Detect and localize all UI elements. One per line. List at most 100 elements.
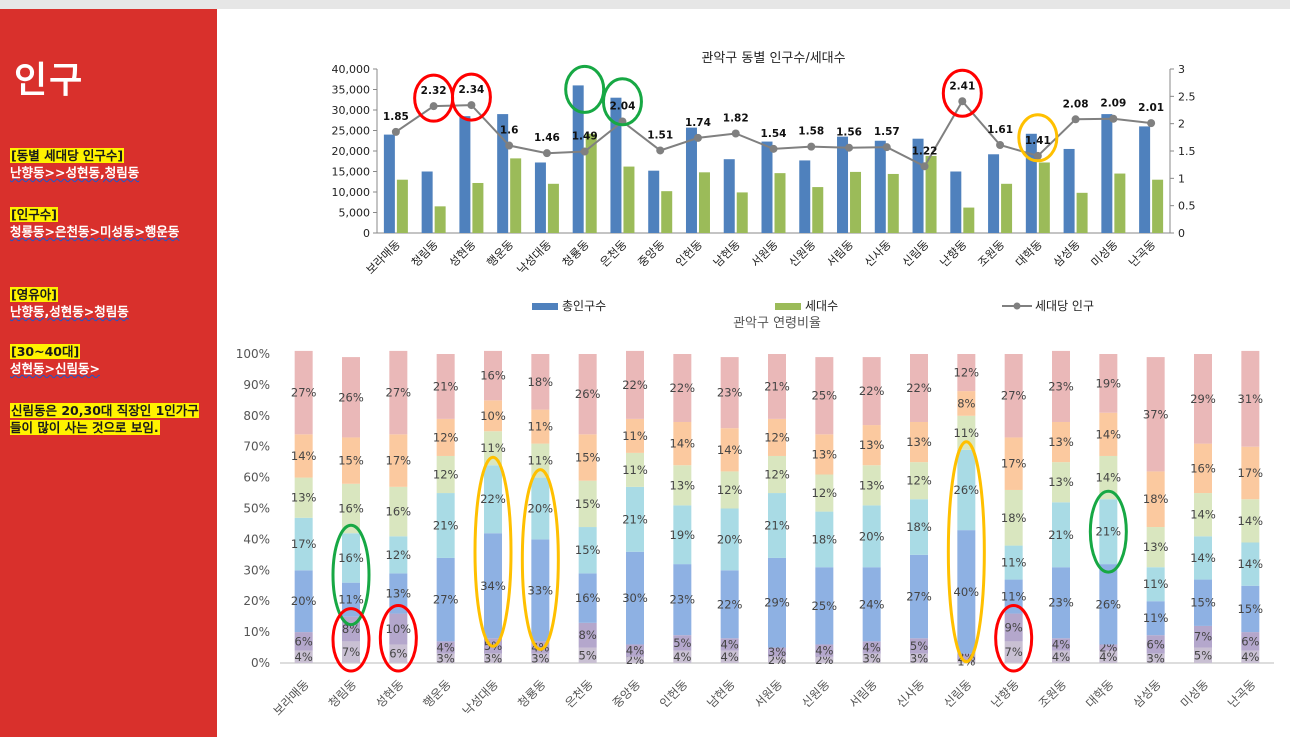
chart2-segment-label: 18% xyxy=(812,532,838,546)
chart2-segment-label: 18% xyxy=(1001,511,1027,525)
chart2-segment xyxy=(720,650,739,663)
chart1-legend-swatch-household xyxy=(775,303,801,310)
chart1-ratio-label: 1.41 xyxy=(1025,135,1051,147)
chart1-legend-swatch-population xyxy=(532,303,558,310)
chart2-segment xyxy=(957,653,976,660)
chart1-highlight-circle xyxy=(941,68,983,118)
chart1-y-tick-label: 25,000 xyxy=(332,125,371,138)
chart2-segment-label: 22% xyxy=(717,597,743,611)
chart2-x-tick-label: 행운동 xyxy=(420,677,454,711)
chart1-bar-household xyxy=(812,187,824,233)
chart1-ratio-point xyxy=(920,162,929,171)
chart2-segment xyxy=(436,455,455,494)
chart2-segment-label: 14% xyxy=(1096,427,1122,441)
chart2-segment-label: 18% xyxy=(1143,492,1169,506)
chart-area: 관악구 동별 인구수/세대수05,00010,00015,00020,00025… xyxy=(236,51,1274,718)
chart2-segment-label: 14% xyxy=(1238,514,1264,528)
chart2-x-tick-label: 난곡동 xyxy=(1225,677,1258,710)
chart1-ratio-point xyxy=(656,146,665,155)
chart1-x-tick-label: 난곡동 xyxy=(1126,237,1158,269)
chart2-segment-label: 8% xyxy=(579,628,597,642)
chart2-y-tick-label: 60% xyxy=(243,471,270,485)
chart2-segment xyxy=(484,653,502,663)
chart2-segment xyxy=(815,656,834,663)
chart2-segment xyxy=(1099,412,1118,456)
chart1-legend-label: 세대수 xyxy=(805,299,838,313)
chart2-segment-label: 12% xyxy=(954,366,980,380)
chart1-x-tick-label: 행운동 xyxy=(484,237,516,269)
chart2-segment xyxy=(436,493,455,558)
chart2-segment xyxy=(720,428,739,472)
chart1-ratio-point xyxy=(882,143,891,152)
chart1-x-tick-label: 서림동 xyxy=(824,237,856,269)
chart1-bar-population xyxy=(912,138,924,233)
chart2-segment xyxy=(673,650,692,663)
chart2-segment-label: 6% xyxy=(389,647,407,661)
chart2-segment-label: 14% xyxy=(1238,557,1264,571)
chart1-bar-household xyxy=(887,173,899,233)
chart1-bar-household xyxy=(623,166,635,233)
chart2-highlight-circle xyxy=(473,455,513,648)
chart2-segment xyxy=(578,647,597,663)
chart1-bar-household xyxy=(698,172,710,233)
chart1-title: 관악구 동별 인구수/세대수 xyxy=(701,51,845,66)
chart2-segment xyxy=(768,354,786,419)
chart2-segment xyxy=(342,357,360,438)
chart2-highlight-circle xyxy=(378,604,418,673)
chart1-ratio-point xyxy=(542,149,551,158)
chart2-segment xyxy=(626,452,644,487)
chart2-segment-label: 22% xyxy=(859,384,885,398)
chart2-segment-label: 6% xyxy=(1241,634,1259,648)
chart2-segment-label: 6% xyxy=(295,634,313,648)
chart2-segment-label: 21% xyxy=(433,518,459,532)
chart2-segment-label: 8% xyxy=(342,622,360,636)
note-body: 청룡동>은천동>미성동>행운동 xyxy=(10,224,180,239)
chart1-y2-tick-label: 2 xyxy=(1178,118,1185,131)
chart2-segment-label: 4% xyxy=(295,650,313,664)
chart2-segment xyxy=(1194,493,1212,537)
chart1-ratio-label: 1.54 xyxy=(761,128,787,140)
chart2-segment xyxy=(910,653,928,663)
chart2-segment-label: 14% xyxy=(670,437,696,451)
chart2-segment-label: 4% xyxy=(1241,650,1259,664)
chart2-segment-label: 13% xyxy=(859,438,885,452)
chart1-ratio-label: 2.01 xyxy=(1138,102,1164,114)
chart2-x-tick-label: 은천동 xyxy=(562,677,596,711)
chart1-bar-population xyxy=(799,160,811,233)
chart1-y2-tick-label: 1.5 xyxy=(1178,145,1196,158)
chart1-x-tick-label: 성현동 xyxy=(446,237,478,269)
population-household-chart: 관악구 동별 인구수/세대수 0 5,000 10,000 15,000 20,000 25… xyxy=(332,51,1196,313)
chart2-segment-label: 12% xyxy=(433,430,459,444)
chart1-bar-household xyxy=(736,192,748,233)
chart1-ratio-point xyxy=(505,141,514,150)
chart2-x-tick-label: 미성동 xyxy=(1178,677,1211,710)
chart1-y-tick-label: 40,000 xyxy=(332,63,371,76)
chart2-segment-label: 12% xyxy=(764,468,790,482)
chart2-segment-label: 5% xyxy=(579,648,597,662)
chart2-segment xyxy=(673,465,692,506)
chart2-segment xyxy=(1099,644,1118,651)
chart2-segment xyxy=(484,350,502,401)
chart2-segment-label: 22% xyxy=(622,378,648,392)
chart2-segment-label: 13% xyxy=(291,491,317,505)
chart2-segment-label: 13% xyxy=(812,447,838,461)
chart1-bar-population xyxy=(459,116,471,233)
chart2-y-tick-label: 50% xyxy=(243,502,270,516)
chart2-segment xyxy=(1146,357,1165,472)
chart1-ratio-point xyxy=(391,127,400,136)
chart2-segment xyxy=(673,635,692,651)
chart2-segment-label: 12% xyxy=(433,468,459,482)
chart2-segment-label: 29% xyxy=(764,596,790,610)
chart1-ratio-label: 2.34 xyxy=(458,84,484,96)
chart2-segment xyxy=(1052,567,1070,639)
chart1-x-tick-label: 서원동 xyxy=(748,237,780,269)
chart1-bar-household xyxy=(1152,179,1164,233)
chart1-bar-household xyxy=(1038,162,1050,233)
chart2-segment xyxy=(389,536,408,574)
chart2-x-tick-label: 청림동 xyxy=(326,677,359,710)
chart1-ratio-label: 1.6 xyxy=(500,125,519,137)
chart2-segment-label: 13% xyxy=(386,586,412,600)
chart2-segment xyxy=(389,350,408,435)
chart1-bar-population xyxy=(421,171,433,233)
chart2-segment-label: 9% xyxy=(1005,620,1023,634)
